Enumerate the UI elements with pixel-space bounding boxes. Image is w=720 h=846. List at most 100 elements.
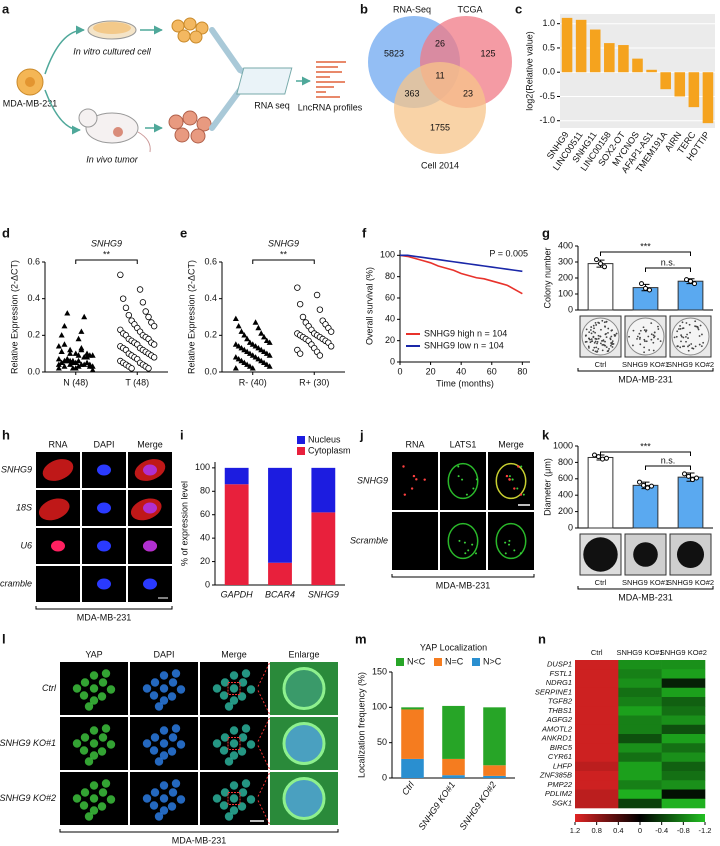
cell-cluster: [171, 17, 209, 44]
x-tick-label: 0: [397, 366, 402, 376]
mouse-head: [78, 108, 98, 128]
x-tick-label: SNHG9: [308, 589, 339, 599]
heat-cell: [661, 687, 706, 698]
heat-cell: [575, 761, 619, 772]
plate-icon: [236, 67, 293, 95]
bar-segment: [442, 758, 465, 776]
heat-cell: [661, 678, 706, 689]
colony: [682, 345, 684, 348]
data-point: [235, 322, 242, 329]
data-point: [55, 361, 62, 367]
legend-label: SNHG9 low n = 104: [424, 340, 504, 350]
bar-segment: [311, 467, 336, 513]
y-tick-label: 0.5: [542, 42, 555, 52]
colony: [681, 321, 684, 324]
well: [626, 317, 665, 356]
significance-label: n.s.: [661, 455, 676, 465]
colony: [589, 329, 592, 331]
data-point: [150, 322, 158, 330]
enlarged-cell: [282, 722, 326, 765]
heat-cell: [661, 706, 706, 716]
significance-label: **: [280, 249, 288, 259]
data-point: [316, 306, 324, 313]
colony: [585, 328, 588, 331]
data-point: [258, 330, 265, 336]
data-point: [64, 310, 71, 316]
heat-cell: [575, 687, 619, 698]
dapi-signal: [143, 502, 157, 514]
significance-bracket: [600, 251, 691, 256]
cell-nucleus: [237, 747, 247, 756]
y-tick-label: 200: [558, 272, 573, 282]
heat-cell: [575, 743, 619, 753]
heat-cell: [618, 761, 662, 772]
venn-count: 11: [435, 70, 444, 80]
colony: [643, 338, 646, 341]
cell-nucleus: [241, 779, 251, 788]
rna-dot: [519, 493, 523, 496]
data-point: [244, 335, 251, 342]
data-point: [249, 341, 256, 347]
venn-set: [394, 62, 486, 154]
column-header: Enlarge: [288, 649, 319, 659]
data-point: [150, 354, 158, 361]
colony: [682, 336, 685, 339]
colony: [584, 334, 587, 337]
zoom-box: [227, 737, 241, 750]
colony: [605, 336, 608, 339]
panel-letter: k: [542, 427, 550, 442]
cell-nucleus: [98, 678, 108, 687]
heat-cell: [618, 734, 662, 744]
cell-nucleus: [72, 794, 82, 803]
bar: [587, 456, 614, 529]
colony: [636, 337, 638, 340]
colony: [603, 344, 606, 347]
bar-segment: [311, 512, 336, 585]
cell-nucleus: [167, 747, 177, 756]
bar: [589, 29, 601, 73]
bar: [632, 484, 659, 529]
colony: [676, 330, 679, 333]
colony: [678, 328, 680, 330]
heat-cell: [661, 697, 706, 707]
y-tick-label: 80: [385, 271, 395, 281]
data-point: [598, 261, 603, 267]
colony: [603, 321, 606, 324]
cell-nucleus: [171, 779, 181, 788]
colony: [615, 332, 618, 335]
data-point: [252, 319, 259, 325]
data-point: [61, 363, 68, 369]
dapi-signal: [97, 540, 111, 552]
well: [671, 317, 710, 356]
data-point: [690, 477, 695, 483]
heat-cell: [661, 724, 706, 735]
chart-title: YAP Localization: [420, 642, 487, 652]
cell-nucleus: [237, 802, 247, 811]
colony: [600, 328, 602, 331]
data-point: [119, 295, 127, 302]
rna-signal: [38, 498, 70, 521]
row-label: 18S: [16, 502, 32, 512]
colorbar-label: 0: [638, 826, 642, 835]
colony: [590, 332, 593, 335]
data-point: [294, 284, 301, 291]
cell-nucleus: [241, 669, 251, 678]
column-header: DAPI: [93, 439, 114, 449]
significance-label: **: [103, 249, 111, 259]
heat-cell: [575, 669, 619, 679]
colony: [688, 344, 691, 347]
colony: [645, 340, 648, 343]
cell-nucleus: [154, 812, 164, 821]
heat-cell: [575, 697, 619, 707]
colony: [644, 330, 647, 333]
cell-nucleus: [106, 795, 116, 804]
bar-segment: [268, 562, 292, 585]
colony: [657, 328, 660, 330]
cell-nucleus: [84, 757, 94, 766]
panel-letter: e: [180, 225, 187, 240]
y-tick-label: 300: [558, 256, 573, 266]
row-label: ANKRD1: [541, 734, 572, 743]
column-header: Merge: [498, 439, 524, 449]
cell-nucleus: [229, 739, 239, 748]
venn-count: 125: [480, 48, 495, 58]
